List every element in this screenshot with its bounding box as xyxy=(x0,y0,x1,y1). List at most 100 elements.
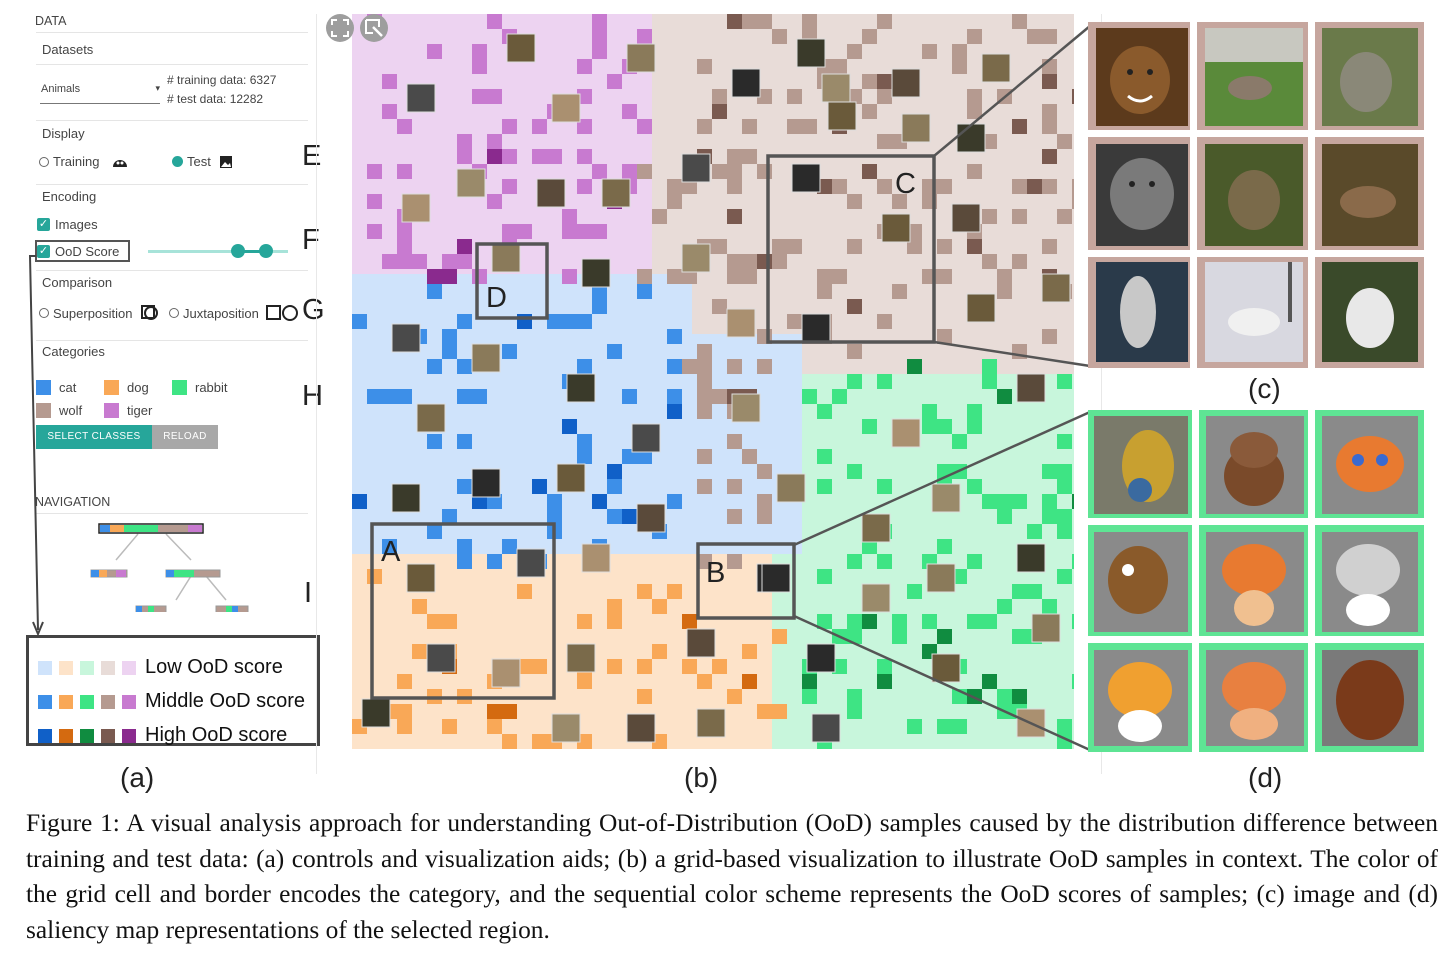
grid-cell-middle-ood xyxy=(502,119,517,134)
grid-cell-middle-ood xyxy=(457,134,472,149)
grid-cell-middle-ood xyxy=(397,119,412,134)
grid-cell-middle-ood xyxy=(1012,494,1027,509)
juxtaposition-radio[interactable]: Juxtaposition xyxy=(169,304,300,322)
grid-image-thumbnail xyxy=(636,503,666,533)
grid-cell-middle-ood xyxy=(637,689,652,704)
grid-image-thumbnail xyxy=(631,423,661,453)
grid-cell-middle-ood xyxy=(877,479,892,494)
legend-swatch xyxy=(80,660,94,675)
cartoon-thumbnail xyxy=(1094,650,1188,746)
grid-cell-middle-ood xyxy=(967,614,982,629)
category-cat[interactable]: cat xyxy=(36,380,76,395)
grid-cell-middle-ood xyxy=(967,404,982,419)
grid-cell-high-ood xyxy=(817,179,832,194)
grid-cell-middle-ood xyxy=(967,479,982,494)
grid-cell-high-ood xyxy=(607,464,622,479)
superposition-radio[interactable]: Superposition xyxy=(39,304,162,322)
grid-cell-middle-ood xyxy=(922,44,937,59)
grid-image-thumbnail xyxy=(806,643,836,673)
grid-cell-middle-ood xyxy=(442,344,457,359)
sublabel-d: (d) xyxy=(1248,762,1283,793)
category-dog[interactable]: dog xyxy=(104,380,149,395)
grid-cell-middle-ood xyxy=(577,434,592,449)
cartoon-thumbnail xyxy=(1206,416,1304,514)
grid-cell-middle-ood xyxy=(607,659,622,674)
slider-handle-low[interactable] xyxy=(231,244,245,258)
wolf-thumbnail xyxy=(1322,144,1418,246)
display-training-radio[interactable]: Training xyxy=(39,154,129,169)
grid-cell-middle-ood xyxy=(952,44,967,59)
grid-cell-high-ood xyxy=(1027,179,1042,194)
grid-cell-middle-ood xyxy=(397,674,412,689)
legend-swatch xyxy=(101,660,115,675)
grid-image-thumbnail xyxy=(601,178,631,208)
grid-cell-middle-ood xyxy=(832,59,847,74)
grid-cell-middle-ood xyxy=(637,449,652,464)
grid-cell-middle-ood xyxy=(577,314,592,329)
grid-cell-high-ood xyxy=(682,614,697,629)
legend-swatch xyxy=(122,660,136,675)
grid-cell-high-ood xyxy=(1072,494,1074,509)
nav-leaf-node xyxy=(135,605,167,612)
grid-cell-middle-ood xyxy=(877,314,892,329)
navigation-tree[interactable] xyxy=(86,520,256,612)
grid-cell-middle-ood xyxy=(967,89,982,104)
grid-cell-middle-ood xyxy=(982,374,997,389)
grid-cell-high-ood xyxy=(442,269,457,284)
grid-image-thumbnail xyxy=(791,163,821,193)
region-letter-d: D xyxy=(486,282,507,314)
training-count: # training data: 6327 xyxy=(167,73,277,87)
region-d-selection xyxy=(475,242,549,320)
grid-cell-middle-ood xyxy=(997,89,1012,104)
zoom-fit-button[interactable] xyxy=(326,14,354,42)
category-rabbit[interactable]: rabbit xyxy=(172,380,228,395)
dataset-select[interactable]: Animals ▾ xyxy=(40,78,160,104)
grid-cell-middle-ood xyxy=(967,29,982,44)
category-tiger[interactable]: tiger xyxy=(104,403,152,418)
grid-cell-middle-ood xyxy=(697,344,712,359)
grid-cell-middle-ood xyxy=(697,359,712,374)
grid-cell-middle-ood xyxy=(472,269,487,284)
grid-cell-middle-ood xyxy=(907,239,922,254)
grid-cell-middle-ood xyxy=(1027,524,1042,539)
grid-cell-middle-ood xyxy=(847,89,862,104)
display-test-radio[interactable]: Test xyxy=(172,154,233,169)
images-checkbox[interactable]: ✓ Images xyxy=(37,217,98,232)
grid-cell-middle-ood xyxy=(967,164,982,179)
grid-cell-middle-ood xyxy=(1042,509,1057,524)
slider-handle-high[interactable] xyxy=(259,244,273,258)
grid-cell-middle-ood xyxy=(637,29,652,44)
grid-cell-middle-ood xyxy=(1072,179,1074,194)
grid-cell-middle-ood xyxy=(772,29,787,44)
ood-score-checkbox[interactable]: ✓ OoD Score xyxy=(37,244,119,259)
grid-cell-middle-ood xyxy=(397,254,412,269)
grid-cell-middle-ood xyxy=(457,539,472,554)
grid-cell-middle-ood xyxy=(937,539,952,554)
grid-image-thumbnail xyxy=(981,53,1011,83)
data-section-title: DATA xyxy=(35,14,67,28)
grid-cell-middle-ood xyxy=(877,659,892,674)
grid-cell-middle-ood xyxy=(382,104,397,119)
grid-image-thumbnail xyxy=(1016,373,1046,403)
grid-cell-high-ood xyxy=(352,494,367,509)
grid-cell-middle-ood xyxy=(412,644,427,659)
zoom-select-button[interactable] xyxy=(360,14,388,42)
ood-range-slider[interactable] xyxy=(148,250,288,253)
grid-cell-middle-ood xyxy=(682,179,697,194)
ood-grid-visualization[interactable] xyxy=(352,14,1074,749)
ood-range-slider-fill xyxy=(238,250,266,253)
grid-cell-middle-ood xyxy=(547,509,562,524)
grid-cell-middle-ood xyxy=(1042,464,1057,479)
grid-cell-middle-ood xyxy=(502,734,517,749)
grid-cell-middle-ood xyxy=(862,29,877,44)
reload-button[interactable]: RELOAD xyxy=(152,425,218,449)
grid-image-thumbnail xyxy=(581,543,611,573)
select-classes-button[interactable]: SELECT CLASSES xyxy=(36,425,152,449)
grid-cell-middle-ood xyxy=(772,704,787,719)
grid-cell-middle-ood xyxy=(682,269,697,284)
grid-cell-middle-ood xyxy=(997,599,1012,614)
grid-image-thumbnail xyxy=(1016,543,1046,573)
category-wolf[interactable]: wolf xyxy=(36,403,82,418)
grid-cell-middle-ood xyxy=(712,164,727,179)
nav-right-node xyxy=(165,569,221,578)
